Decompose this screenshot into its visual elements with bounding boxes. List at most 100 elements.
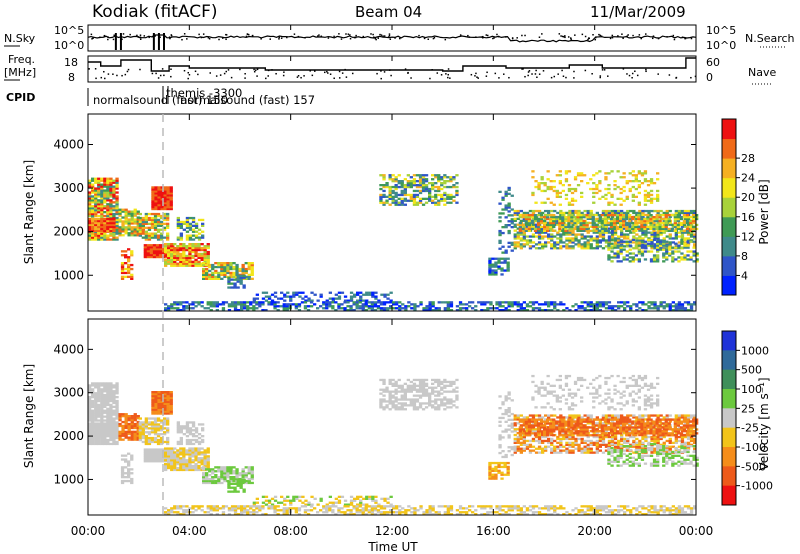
velocity-cell — [124, 419, 128, 422]
power-cell — [615, 227, 620, 231]
power-cell — [331, 299, 335, 302]
velocity-cell — [94, 396, 98, 399]
power-cell — [437, 203, 441, 206]
velocity-cell — [97, 434, 101, 437]
power-cell — [136, 232, 140, 235]
power-cell — [100, 183, 104, 186]
velocity-cell — [217, 468, 221, 471]
power-cell — [546, 185, 550, 189]
power-cell — [258, 303, 262, 306]
power-cell — [498, 229, 502, 233]
power-cell — [362, 293, 366, 296]
nave-dot — [256, 68, 259, 71]
velocity-cell — [170, 461, 174, 464]
power-cell — [153, 218, 158, 222]
power-cell — [118, 228, 122, 231]
velocity-cell — [88, 407, 92, 410]
power-cell — [449, 305, 454, 308]
power-cell — [334, 309, 338, 312]
power-cell — [220, 263, 224, 267]
power-cell — [682, 223, 687, 227]
power-cell — [169, 190, 173, 193]
power-cell — [157, 192, 161, 195]
power-cell — [173, 262, 177, 265]
velocity-cell — [157, 410, 161, 413]
power-cell — [306, 305, 311, 308]
power-cell — [561, 184, 565, 187]
power-cell — [558, 203, 562, 206]
nsearch-dot — [139, 38, 142, 40]
power-cell — [689, 309, 694, 312]
power-cell — [620, 233, 624, 236]
power-cell — [506, 257, 510, 260]
velocity-cell — [191, 447, 195, 450]
power-cell — [130, 250, 134, 253]
velocity-cell — [146, 456, 151, 459]
power-cell — [558, 223, 562, 227]
power-cell — [656, 233, 660, 236]
power-cell — [689, 258, 693, 261]
power-cell — [150, 220, 155, 224]
power-cell — [537, 187, 541, 191]
velocity-cell — [112, 411, 116, 414]
power-cell — [288, 303, 292, 306]
power-cell — [118, 212, 122, 215]
power-cell — [401, 303, 405, 306]
power-cell — [665, 248, 669, 251]
nsearch-dot — [627, 34, 629, 36]
power-cell — [527, 214, 532, 217]
power-cell — [88, 219, 92, 223]
power-cell — [598, 217, 602, 220]
velocity-cell — [136, 430, 140, 433]
power-cell — [337, 305, 341, 308]
power-cell — [106, 214, 110, 218]
power-cell — [668, 246, 672, 249]
power-cell — [182, 309, 186, 312]
power-cell — [94, 238, 98, 241]
velocity-cell — [163, 404, 167, 407]
power-cell — [247, 263, 251, 267]
power-cell — [561, 219, 565, 223]
velocity-cell — [153, 440, 158, 444]
velocity-cell — [250, 470, 254, 473]
power-cell — [562, 303, 566, 306]
power-cell — [693, 209, 697, 213]
power-cell — [510, 222, 514, 225]
velocity-cell — [163, 440, 167, 444]
nsearch-dot — [493, 37, 495, 39]
power-cell — [397, 180, 401, 183]
nsearch-dot — [139, 36, 142, 39]
power-cell — [214, 269, 218, 273]
nsearch-dot — [362, 35, 365, 38]
velocity-cell — [232, 479, 236, 483]
power-cell — [692, 254, 696, 257]
power-cell — [273, 307, 277, 310]
power-cell — [626, 209, 630, 213]
velocity-cell — [244, 472, 248, 475]
freq-left-tick-bottom: 8 — [68, 71, 75, 84]
power-cell — [580, 211, 584, 215]
power-cell — [628, 172, 632, 175]
power-cell — [539, 217, 544, 221]
power-cell — [120, 269, 125, 273]
power-cell — [446, 305, 450, 308]
power-cell — [573, 178, 578, 181]
power-cell — [385, 201, 389, 204]
power-cell — [613, 252, 617, 255]
nave-dot — [194, 70, 197, 73]
power-cell — [547, 233, 551, 236]
power-cell — [622, 223, 626, 227]
power-cell — [349, 309, 353, 312]
nave-dot — [103, 70, 105, 73]
power-cell — [553, 307, 557, 310]
power-cell — [539, 219, 544, 223]
power-cell — [525, 241, 530, 244]
power-cell — [589, 239, 593, 242]
velocity-cell — [138, 438, 142, 442]
power-cell — [693, 301, 697, 304]
power-cell — [652, 256, 657, 259]
velocity-cell — [124, 472, 128, 475]
velocity-cell — [112, 422, 116, 425]
velocity-cell — [164, 468, 168, 472]
power-cell — [144, 220, 148, 224]
